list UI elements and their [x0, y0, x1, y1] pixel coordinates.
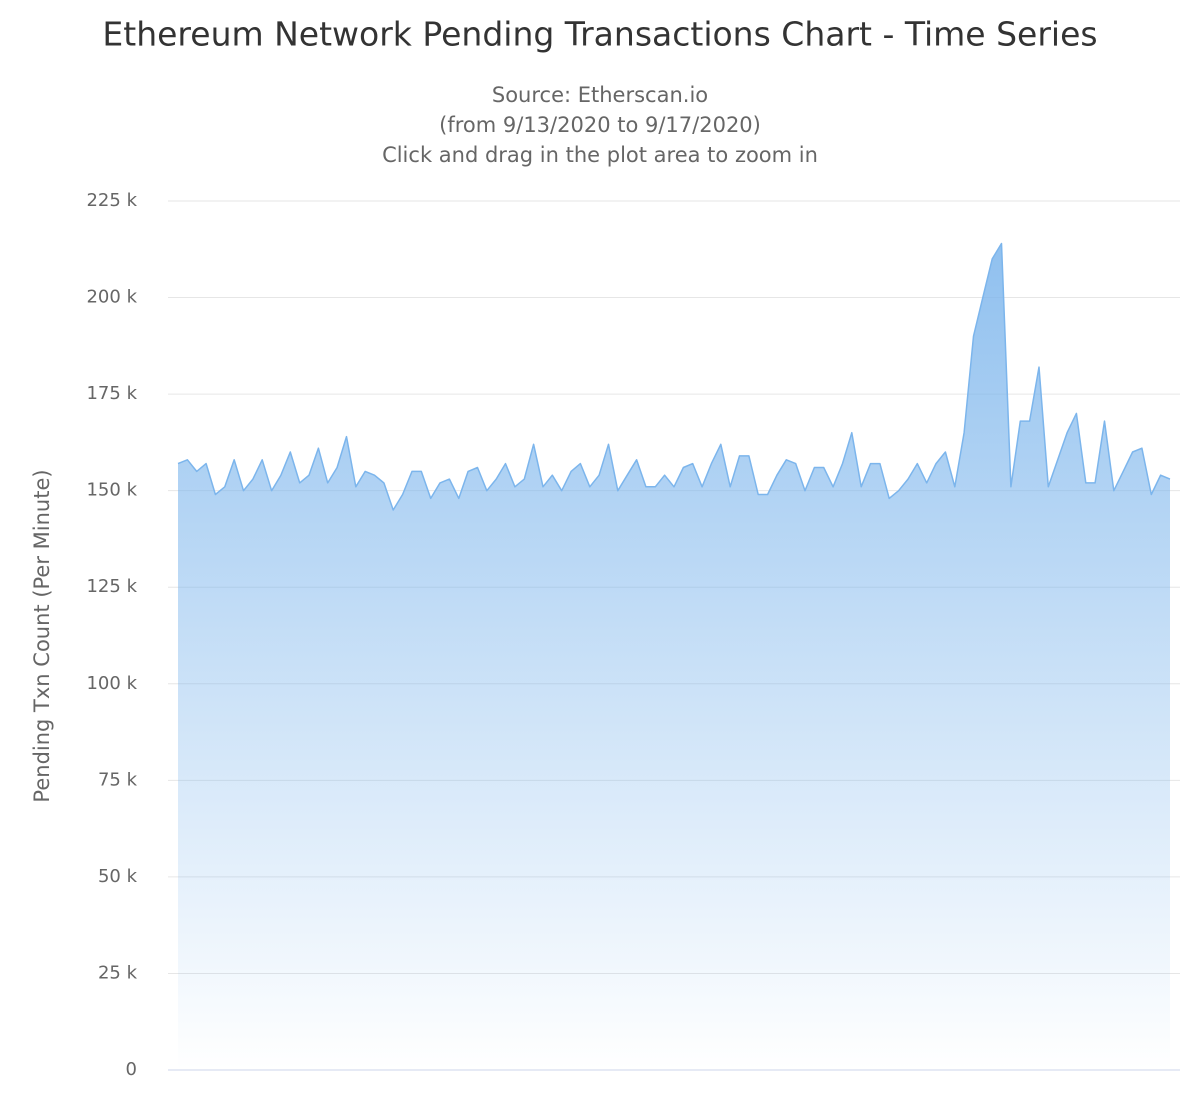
y-tick-label: 200 k [86, 287, 137, 308]
area [178, 243, 1170, 1070]
y-tick-label: 75 k [98, 769, 138, 790]
subtitle: (from 9/13/2020 to 9/17/2020) [439, 113, 761, 137]
y-tick-label: 100 k [86, 673, 137, 694]
y-tick-label: 175 k [86, 383, 137, 404]
y-tick-label: 0 [126, 1059, 137, 1080]
y-tick-label: 150 k [86, 480, 137, 501]
y-tick-label: 50 k [98, 866, 138, 887]
y-tick-label: 125 k [86, 576, 137, 597]
subtitle: Source: Etherscan.io [492, 83, 708, 107]
chart-title: Ethereum Network Pending Transactions Ch… [102, 15, 1097, 54]
line [177, 242, 1171, 511]
y-axis-label: Pending Txn Count (Per Minute) [30, 469, 54, 802]
subtitle: Click and drag in the plot area to zoom … [382, 143, 818, 167]
y-tick-label: 25 k [98, 962, 138, 983]
y-tick-label: 225 k [86, 190, 137, 211]
